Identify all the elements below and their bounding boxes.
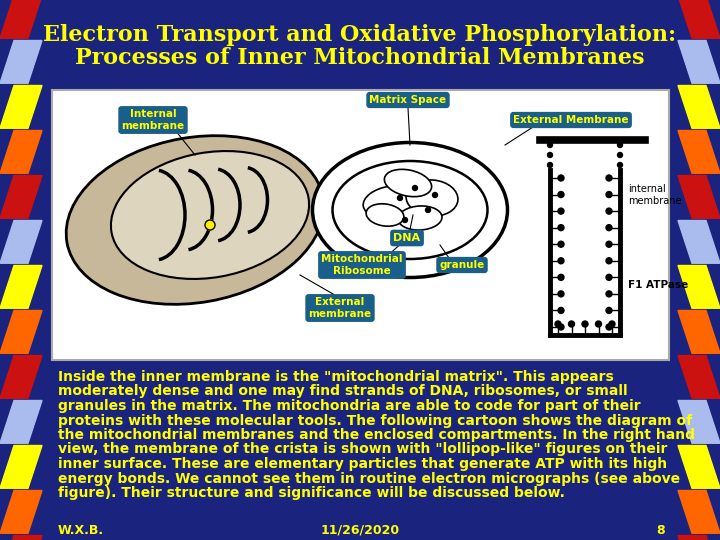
Text: energy bonds. We cannot see them in routine electron micrographs (see above: energy bonds. We cannot see them in rout…: [58, 471, 680, 485]
Circle shape: [547, 143, 552, 147]
Circle shape: [558, 192, 564, 198]
Text: Electron Transport and Oxidative Phosphorylation:: Electron Transport and Oxidative Phospho…: [43, 24, 677, 46]
Polygon shape: [0, 310, 42, 353]
Circle shape: [606, 225, 612, 231]
Polygon shape: [678, 266, 720, 308]
Polygon shape: [678, 490, 720, 534]
Polygon shape: [0, 220, 42, 263]
Circle shape: [547, 163, 552, 167]
Circle shape: [558, 225, 564, 231]
Circle shape: [609, 321, 615, 327]
Polygon shape: [678, 220, 720, 263]
Ellipse shape: [366, 204, 404, 226]
Ellipse shape: [384, 170, 431, 197]
Polygon shape: [678, 85, 720, 128]
Polygon shape: [0, 176, 42, 218]
Polygon shape: [0, 85, 42, 128]
Circle shape: [595, 321, 601, 327]
Circle shape: [606, 307, 612, 313]
Circle shape: [606, 258, 612, 264]
Text: internal
membrane: internal membrane: [628, 184, 682, 206]
Circle shape: [558, 241, 564, 247]
Polygon shape: [678, 40, 720, 83]
Circle shape: [547, 152, 552, 158]
Polygon shape: [0, 401, 42, 443]
Text: inner surface. These are elementary particles that generate ATP with its high: inner surface. These are elementary part…: [58, 457, 667, 471]
Circle shape: [618, 143, 623, 147]
Ellipse shape: [66, 136, 324, 305]
Circle shape: [402, 218, 408, 222]
Circle shape: [558, 324, 564, 330]
Text: External
membrane: External membrane: [308, 297, 372, 319]
Text: view, the membrane of the crista is shown with "lollipop-like" figures on their: view, the membrane of the crista is show…: [58, 442, 667, 456]
Bar: [52, 90, 669, 360]
Text: granule: granule: [439, 260, 485, 270]
Text: Matrix Space: Matrix Space: [369, 95, 446, 105]
Circle shape: [558, 291, 564, 297]
Circle shape: [606, 324, 612, 330]
Text: F1 ATPase: F1 ATPase: [628, 280, 688, 290]
Circle shape: [558, 208, 564, 214]
Circle shape: [606, 274, 612, 280]
Text: moderately dense and one may find strands of DNA, ribosomes, or small: moderately dense and one may find strand…: [58, 384, 628, 399]
Circle shape: [555, 321, 561, 327]
Circle shape: [558, 258, 564, 264]
Polygon shape: [678, 131, 720, 173]
Circle shape: [606, 291, 612, 297]
Polygon shape: [0, 131, 42, 173]
Polygon shape: [0, 355, 42, 399]
Circle shape: [397, 195, 402, 200]
Text: figure). Their structure and significance will be discussed below.: figure). Their structure and significanc…: [58, 486, 565, 500]
Text: Internal
membrane: Internal membrane: [122, 109, 184, 131]
Ellipse shape: [406, 180, 458, 216]
Polygon shape: [0, 0, 42, 38]
Polygon shape: [678, 401, 720, 443]
Polygon shape: [678, 0, 720, 38]
Text: 8: 8: [657, 523, 665, 537]
Text: Inside the inner membrane is the "mitochondrial matrix". This appears: Inside the inner membrane is the "mitoch…: [58, 370, 613, 384]
Text: External Membrane: External Membrane: [513, 115, 629, 125]
Polygon shape: [678, 310, 720, 353]
Circle shape: [582, 321, 588, 327]
Circle shape: [558, 175, 564, 181]
Text: granules in the matrix. The mitochondria are able to code for part of their: granules in the matrix. The mitochondria…: [58, 399, 641, 413]
Text: Mitochondrial
Ribosome: Mitochondrial Ribosome: [321, 254, 402, 276]
Circle shape: [413, 186, 418, 191]
Ellipse shape: [363, 186, 420, 218]
Ellipse shape: [312, 143, 508, 278]
Polygon shape: [678, 536, 720, 540]
Circle shape: [426, 207, 431, 213]
Circle shape: [606, 175, 612, 181]
Circle shape: [606, 208, 612, 214]
Text: proteins with these molecular tools. The following cartoon shows the diagram of: proteins with these molecular tools. The…: [58, 414, 692, 428]
Polygon shape: [0, 446, 42, 488]
Polygon shape: [678, 355, 720, 399]
Text: DNA: DNA: [393, 233, 420, 243]
Circle shape: [558, 274, 564, 280]
Text: W.X.B.: W.X.B.: [58, 523, 104, 537]
Ellipse shape: [333, 161, 487, 259]
Circle shape: [569, 321, 575, 327]
Polygon shape: [0, 490, 42, 534]
Polygon shape: [0, 266, 42, 308]
Ellipse shape: [111, 151, 309, 279]
Circle shape: [558, 307, 564, 313]
Polygon shape: [0, 536, 42, 540]
Ellipse shape: [398, 206, 442, 230]
Polygon shape: [678, 176, 720, 218]
Text: the mitochondrial membranes and the enclosed compartments. In the right hand: the mitochondrial membranes and the encl…: [58, 428, 695, 442]
Circle shape: [606, 192, 612, 198]
Text: 11/26/2020: 11/26/2020: [320, 523, 400, 537]
Circle shape: [618, 163, 623, 167]
Circle shape: [433, 192, 438, 198]
Text: Processes of Inner Mitochondrial Membranes: Processes of Inner Mitochondrial Membran…: [76, 47, 644, 69]
Circle shape: [606, 241, 612, 247]
Circle shape: [205, 220, 215, 230]
Polygon shape: [0, 40, 42, 83]
Polygon shape: [678, 446, 720, 488]
Circle shape: [618, 152, 623, 158]
